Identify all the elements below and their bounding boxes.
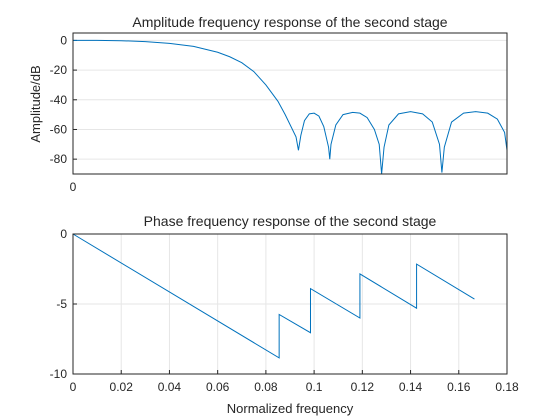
phase-xtick-label: 0.1 (306, 380, 323, 394)
amplitude-ytick-label: -40 (50, 93, 68, 107)
phase-xtick-label: 0 (70, 380, 77, 394)
amplitude-title: Amplitude frequency response of the seco… (132, 14, 447, 30)
phase-ytick-label: 0 (60, 227, 67, 241)
amplitude-ytick-label: -20 (50, 63, 68, 77)
phase-ytick-label: -10 (50, 367, 68, 381)
phase-xtick-label: 0.08 (254, 380, 278, 394)
phase-xtick-label: 0.16 (447, 380, 471, 394)
phase-axes-box (72, 233, 508, 375)
amplitude-ylabel: Amplitude/dB (28, 65, 43, 142)
amplitude-xtick-label: 0 (70, 180, 77, 194)
phase-panel: 0-5-100 0.02 0.04 0.06 0.08 0.1 0.12 0.14 0.16 0.… (50, 213, 519, 416)
phase-ticks: 0-5-100 0.02 0.04 0.06 0.08 0.1 0.12 0.14 0.16 0.… (50, 227, 519, 394)
phase-xtick-label: 0.18 (495, 380, 519, 394)
phase-xtick-label: 0.04 (158, 380, 182, 394)
phase-xtick-label: 0.06 (206, 380, 230, 394)
amplitude-ytick-label: -80 (50, 152, 68, 166)
phase-title: Phase frequency response of the second s… (144, 213, 437, 229)
phase-xtick-label: 0.14 (399, 380, 423, 394)
amplitude-axes-box (72, 32, 508, 175)
amplitude-panel: 0-20-40-60-800 Amplitude frequency respo… (28, 14, 508, 194)
amplitude-ytick-label: -60 (50, 122, 68, 136)
amplitude-series-line (73, 39, 508, 175)
phase-series-line (72, 233, 475, 359)
phase-ytick-label: -5 (56, 297, 67, 311)
phase-xlabel: Normalized frequency (227, 401, 354, 416)
amplitude-ticks: 0-20-40-60-800 (50, 33, 77, 194)
amplitude-ytick-label: 0 (60, 33, 67, 47)
amplitude-plot-area (73, 33, 507, 174)
phase-xtick-label: 0.02 (110, 380, 134, 394)
phase-xtick-label: 0.12 (351, 380, 375, 394)
